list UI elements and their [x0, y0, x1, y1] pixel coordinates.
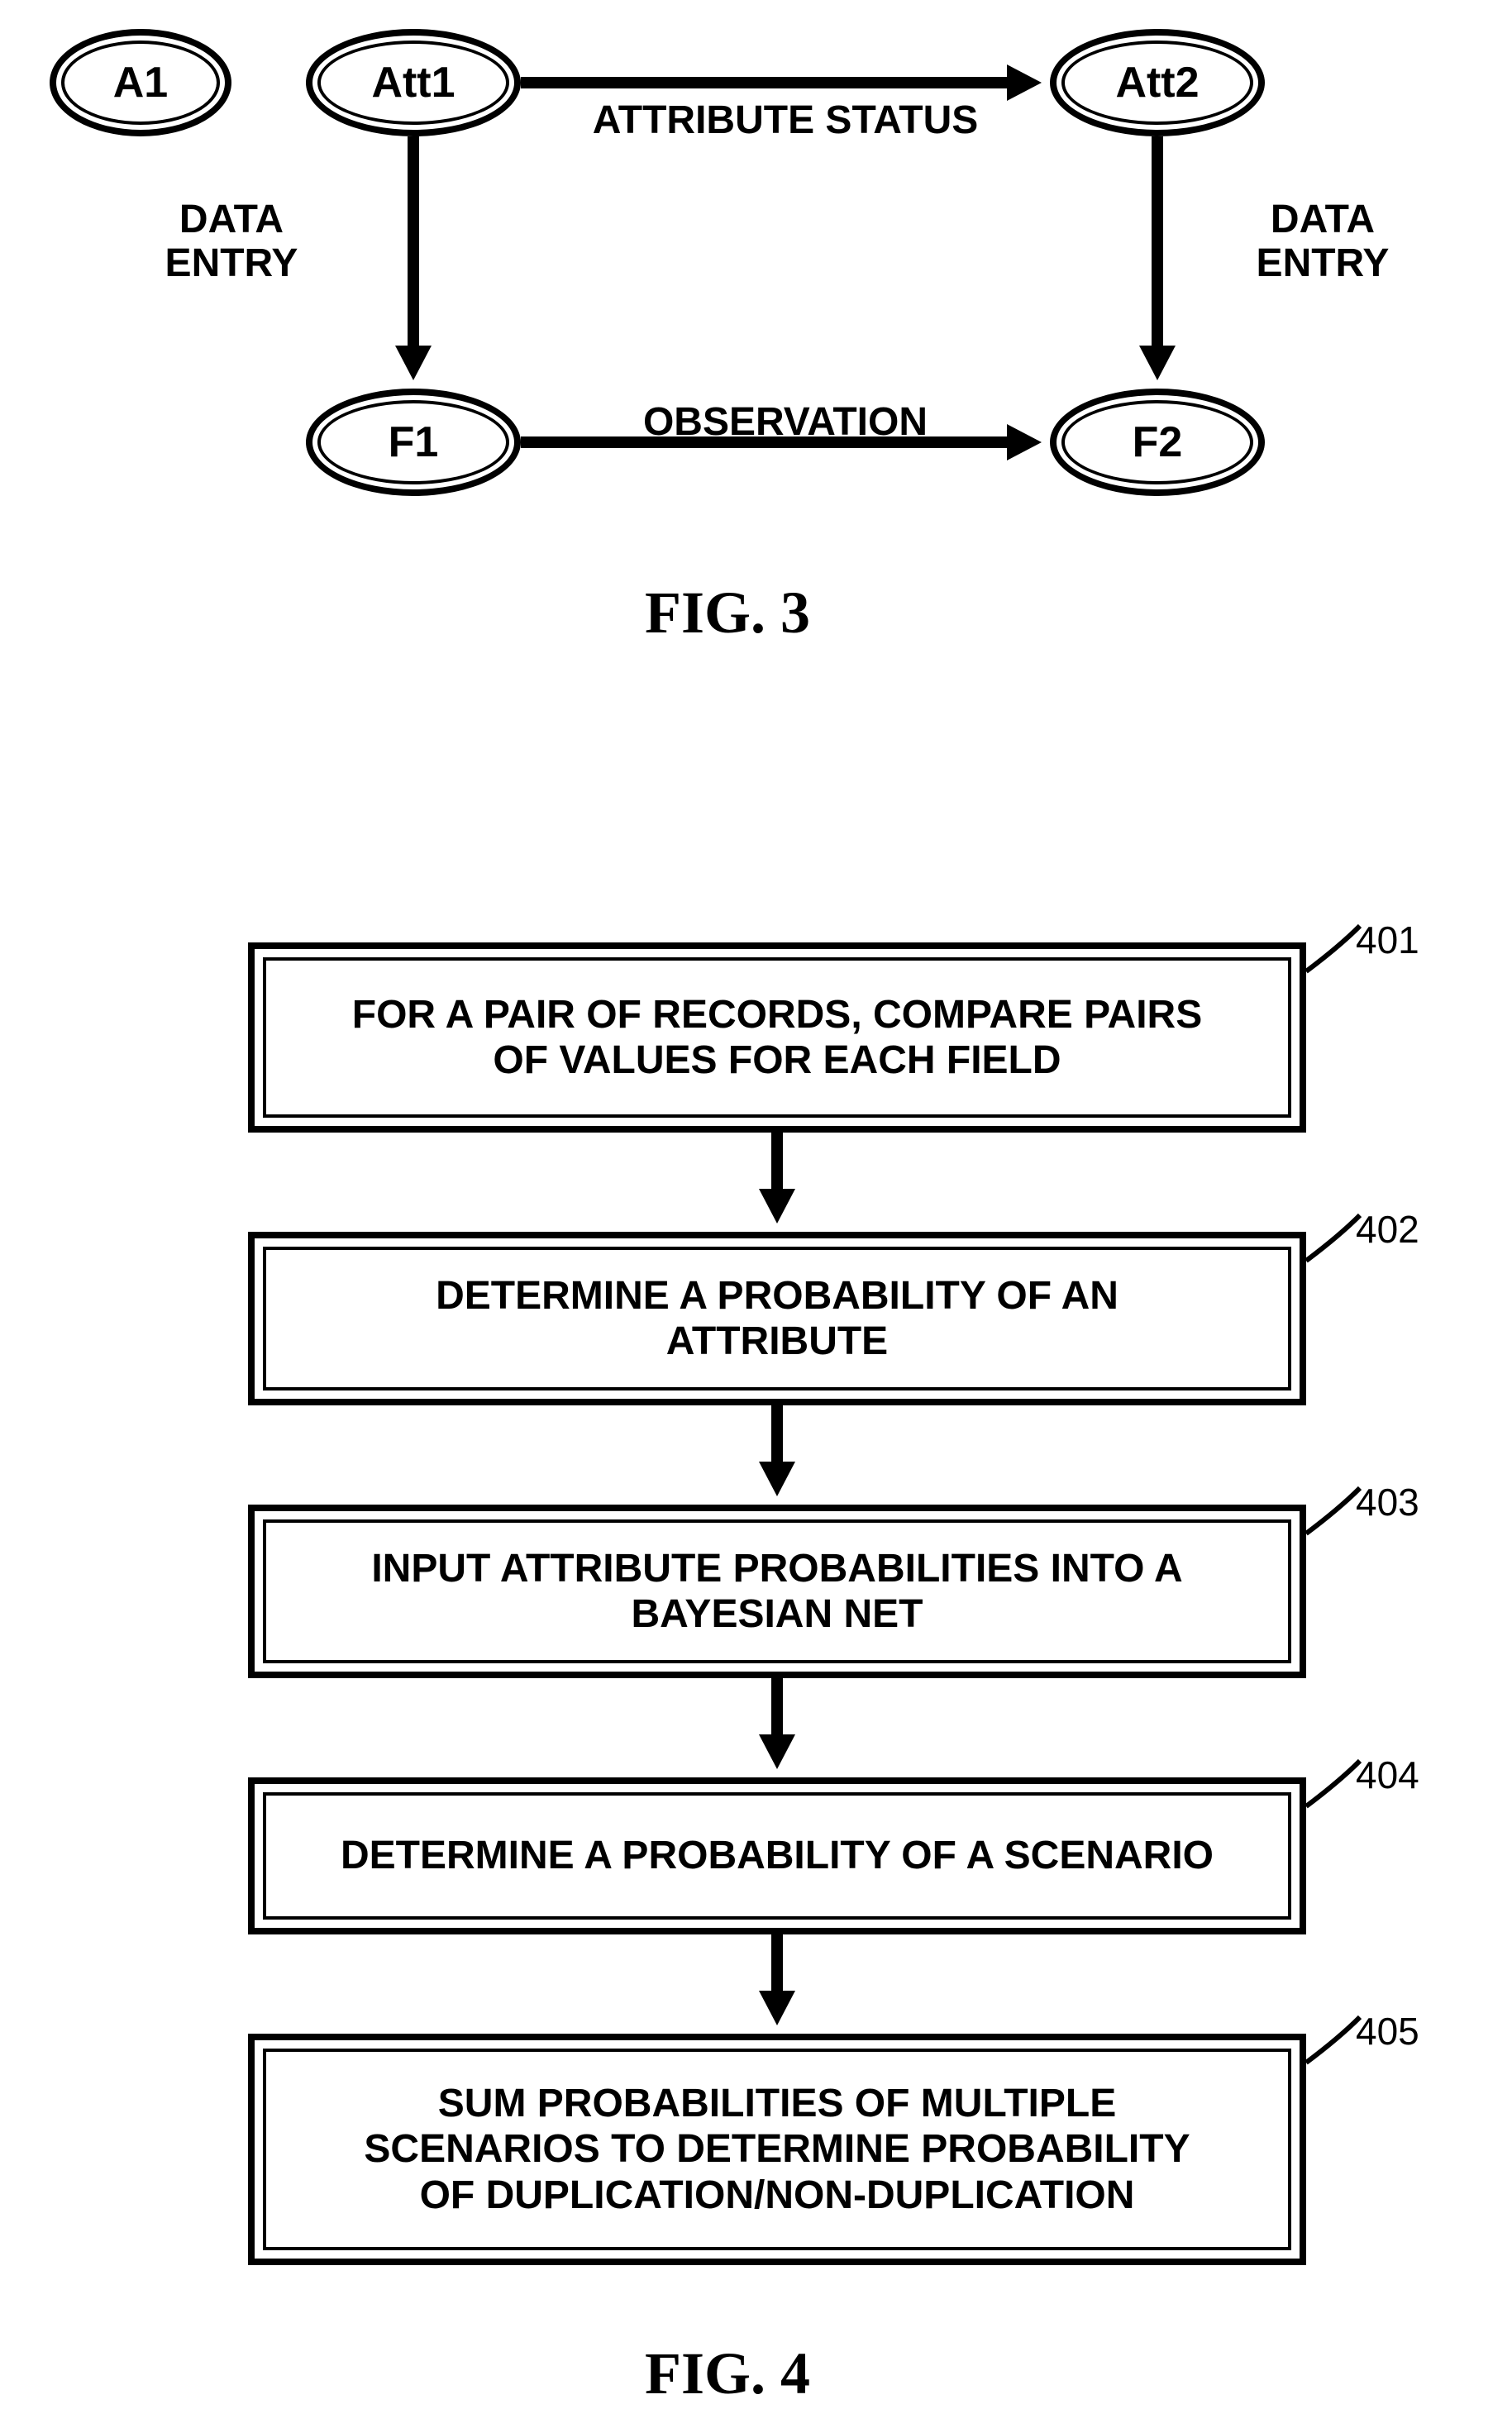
diagram-canvas: A1 Att1 Att2 F1 F2 ATTRIBUTE STATUS DATA ENTR…	[0, 0, 1512, 2428]
node-label: A1	[113, 58, 168, 107]
flow-step-403: INPUT ATTRIBUTE PROBABILITIES INTO A BAY…	[248, 1505, 1306, 1678]
callout-402: 402	[1356, 1207, 1419, 1252]
node-label: Att2	[1115, 58, 1199, 107]
callout-404: 404	[1356, 1753, 1419, 1797]
figure-3-caption: FIG. 3	[562, 579, 893, 647]
figure-4-caption: FIG. 4	[562, 2340, 893, 2408]
flow-step-401: FOR A PAIR OF RECORDS, COMPARE PAIRS OF …	[248, 942, 1306, 1133]
edge-label: ATTRIBUTE STATUS	[546, 99, 1025, 143]
flow-step-402: DETERMINE A PROBABILITY OF AN ATTRIBUTE	[248, 1232, 1306, 1405]
node-att1: Att1	[306, 29, 521, 136]
node-a1: A1	[50, 29, 231, 136]
edge-label: DATA ENTRY	[1215, 198, 1430, 286]
edge-label: DATA ENTRY	[124, 198, 339, 286]
node-label: F2	[1133, 417, 1183, 467]
node-f1: F1	[306, 389, 521, 496]
flow-step-text: DETERMINE A PROBABILITY OF A SCENARIO	[291, 1833, 1263, 1878]
callout-403: 403	[1356, 1480, 1419, 1524]
flow-step-405: SUM PROBABILITIES OF MULTIPLE SCENARIOS …	[248, 2034, 1306, 2265]
edge-label: OBSERVATION	[546, 401, 1025, 445]
flow-step-text: FOR A PAIR OF RECORDS, COMPARE PAIRS OF …	[303, 992, 1252, 1083]
node-label: F1	[389, 417, 439, 467]
callout-401: 401	[1356, 918, 1419, 962]
flow-step-text: SUM PROBABILITIES OF MULTIPLE SCENARIOS …	[314, 2081, 1239, 2218]
flow-step-text: DETERMINE A PROBABILITY OF AN ATTRIBUTE	[386, 1273, 1168, 1364]
node-att2: Att2	[1050, 29, 1265, 136]
flow-step-404: DETERMINE A PROBABILITY OF A SCENARIO	[248, 1777, 1306, 1934]
node-f2: F2	[1050, 389, 1265, 496]
flow-step-text: INPUT ATTRIBUTE PROBABILITIES INTO A BAY…	[322, 1546, 1232, 1637]
node-label: Att1	[371, 58, 455, 107]
callout-405: 405	[1356, 2009, 1419, 2054]
